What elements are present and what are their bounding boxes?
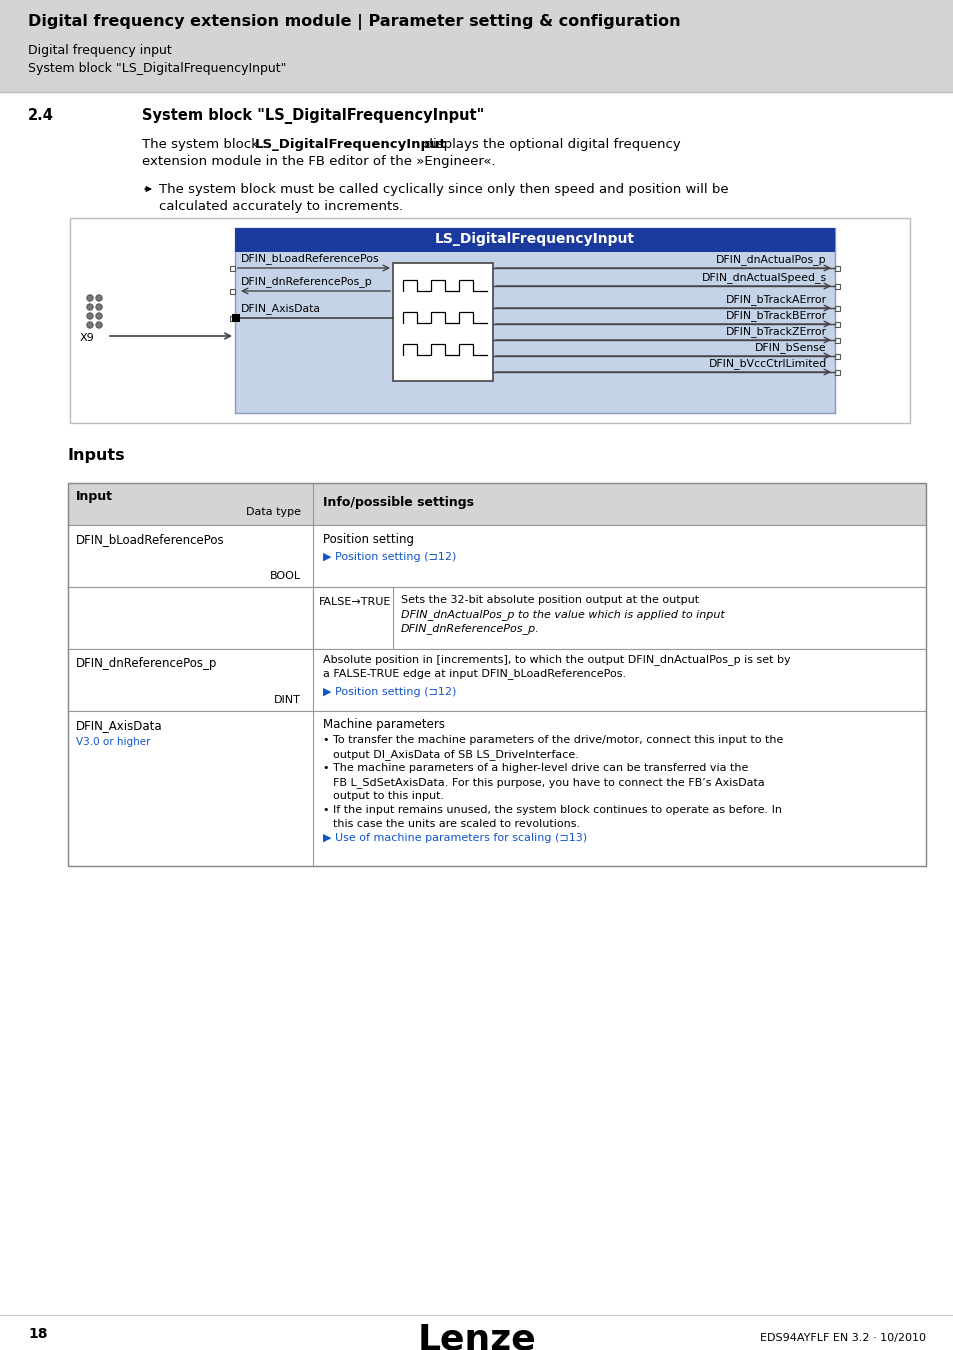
Bar — [232, 315, 240, 323]
Text: 18: 18 — [28, 1327, 48, 1341]
Text: ▶ Use of machine parameters for scaling (⊐13): ▶ Use of machine parameters for scaling … — [323, 833, 586, 842]
Text: calculated accurately to increments.: calculated accurately to increments. — [159, 200, 403, 213]
Text: 2.4: 2.4 — [28, 108, 53, 123]
Text: Sets the 32-bit absolute position output at the output: Sets the 32-bit absolute position output… — [400, 595, 699, 605]
Text: DFIN_bTrackAError: DFIN_bTrackAError — [725, 294, 826, 305]
Bar — [68, 483, 925, 525]
Text: Absolute position in [increments], to which the output DFIN_dnActualPos_p is set: Absolute position in [increments], to wh… — [323, 653, 790, 666]
Bar — [834, 306, 840, 310]
Text: DFIN_dnActualSpeed_s: DFIN_dnActualSpeed_s — [701, 271, 826, 284]
Bar — [68, 525, 925, 587]
Circle shape — [95, 294, 102, 301]
Text: output to this input.: output to this input. — [333, 791, 444, 801]
Text: DFIN_bSense: DFIN_bSense — [755, 342, 826, 352]
Circle shape — [95, 321, 102, 328]
Bar — [313, 587, 925, 649]
Text: Inputs: Inputs — [68, 448, 126, 463]
Text: Digital frequency extension module | Parameter setting & configuration: Digital frequency extension module | Par… — [28, 14, 679, 30]
Circle shape — [87, 313, 93, 319]
Bar — [834, 338, 840, 343]
Bar — [68, 587, 313, 649]
Bar — [834, 266, 840, 271]
Text: DFIN_bLoadReferencePos: DFIN_bLoadReferencePos — [76, 533, 224, 545]
Text: Input: Input — [76, 490, 112, 504]
Text: output DI_AxisData of SB LS_DriveInterface.: output DI_AxisData of SB LS_DriveInterfa… — [333, 749, 578, 760]
Bar — [0, 0, 953, 92]
Text: DFIN_bLoadReferencePos: DFIN_bLoadReferencePos — [241, 252, 379, 263]
Bar — [234, 228, 834, 252]
Circle shape — [87, 304, 93, 310]
Bar — [393, 263, 493, 381]
Circle shape — [95, 313, 102, 319]
Text: FB L_SdSetAxisData. For this purpose, you have to connect the FB’s AxisData: FB L_SdSetAxisData. For this purpose, yo… — [333, 778, 764, 788]
Text: DINT: DINT — [274, 695, 301, 705]
Text: X9: X9 — [80, 333, 94, 343]
Circle shape — [87, 321, 93, 328]
Text: DFIN_AxisData: DFIN_AxisData — [241, 302, 320, 315]
Bar — [70, 217, 909, 423]
Bar — [230, 266, 234, 271]
Text: LS_DigitalFrequencyInput: LS_DigitalFrequencyInput — [435, 232, 635, 246]
Text: Position setting: Position setting — [323, 533, 414, 545]
Bar — [834, 284, 840, 289]
Text: DFIN_dnReferencePos_p: DFIN_dnReferencePos_p — [241, 275, 373, 288]
Text: DFIN_dnActualPos_p: DFIN_dnActualPos_p — [716, 254, 826, 265]
Bar — [68, 649, 925, 711]
Text: • To transfer the machine parameters of the drive/motor, connect this input to t: • To transfer the machine parameters of … — [323, 734, 782, 745]
Text: Machine parameters: Machine parameters — [323, 718, 444, 730]
Text: a FALSE-TRUE edge at input DFIN_bLoadReferencePos.: a FALSE-TRUE edge at input DFIN_bLoadRef… — [323, 668, 625, 679]
Text: DFIN_dnReferencePos_p.: DFIN_dnReferencePos_p. — [400, 622, 539, 634]
Bar — [230, 316, 234, 321]
Text: V3.0 or higher: V3.0 or higher — [76, 737, 151, 747]
Text: • The machine parameters of a higher-level drive can be transferred via the: • The machine parameters of a higher-lev… — [323, 763, 747, 774]
Bar — [230, 289, 234, 294]
Bar — [68, 483, 925, 865]
Text: The system block: The system block — [142, 138, 267, 151]
Text: BOOL: BOOL — [270, 571, 301, 580]
Text: DFIN_dnActualPos_p to the value which is applied to input: DFIN_dnActualPos_p to the value which is… — [400, 609, 724, 620]
Text: FALSE→TRUE: FALSE→TRUE — [318, 597, 391, 608]
Text: extension module in the FB editor of the »Engineer«.: extension module in the FB editor of the… — [142, 155, 496, 167]
Text: System block "LS_DigitalFrequencyInput": System block "LS_DigitalFrequencyInput" — [28, 62, 286, 76]
Circle shape — [95, 304, 102, 310]
Text: DFIN_bTrackBError: DFIN_bTrackBError — [725, 310, 826, 321]
Text: Data type: Data type — [246, 508, 301, 517]
Text: Info/possible settings: Info/possible settings — [323, 495, 474, 509]
Text: ▶ Position setting (⊐12): ▶ Position setting (⊐12) — [323, 687, 456, 697]
Text: DFIN_bVccCtrlLimited: DFIN_bVccCtrlLimited — [708, 358, 826, 369]
Bar — [834, 323, 840, 327]
Bar — [834, 370, 840, 375]
Text: DFIN_dnReferencePos_p: DFIN_dnReferencePos_p — [76, 657, 217, 670]
Text: DFIN_AxisData: DFIN_AxisData — [76, 720, 162, 732]
Circle shape — [87, 294, 93, 301]
Text: LS_DigitalFrequencyInput: LS_DigitalFrequencyInput — [254, 138, 446, 151]
Text: • If the input remains unused, the system block continues to operate as before. : • If the input remains unused, the syste… — [323, 805, 781, 815]
Text: this case the units are scaled to revolutions.: this case the units are scaled to revolu… — [333, 819, 579, 829]
Text: ▶ Position setting (⊐12): ▶ Position setting (⊐12) — [323, 552, 456, 562]
Text: Lenze: Lenze — [417, 1323, 536, 1350]
Text: Digital frequency input: Digital frequency input — [28, 45, 172, 57]
Text: DFIN_bTrackZError: DFIN_bTrackZError — [725, 325, 826, 338]
Bar — [234, 228, 834, 413]
Text: displays the optional digital frequency: displays the optional digital frequency — [416, 138, 680, 151]
Text: System block "LS_DigitalFrequencyInput": System block "LS_DigitalFrequencyInput" — [142, 108, 484, 124]
Bar — [68, 711, 925, 865]
Bar — [834, 354, 840, 359]
Text: EDS94AYFLF EN 3.2 · 10/2010: EDS94AYFLF EN 3.2 · 10/2010 — [760, 1332, 925, 1343]
Text: The system block must be called cyclically since only then speed and position wi: The system block must be called cyclical… — [159, 184, 728, 196]
